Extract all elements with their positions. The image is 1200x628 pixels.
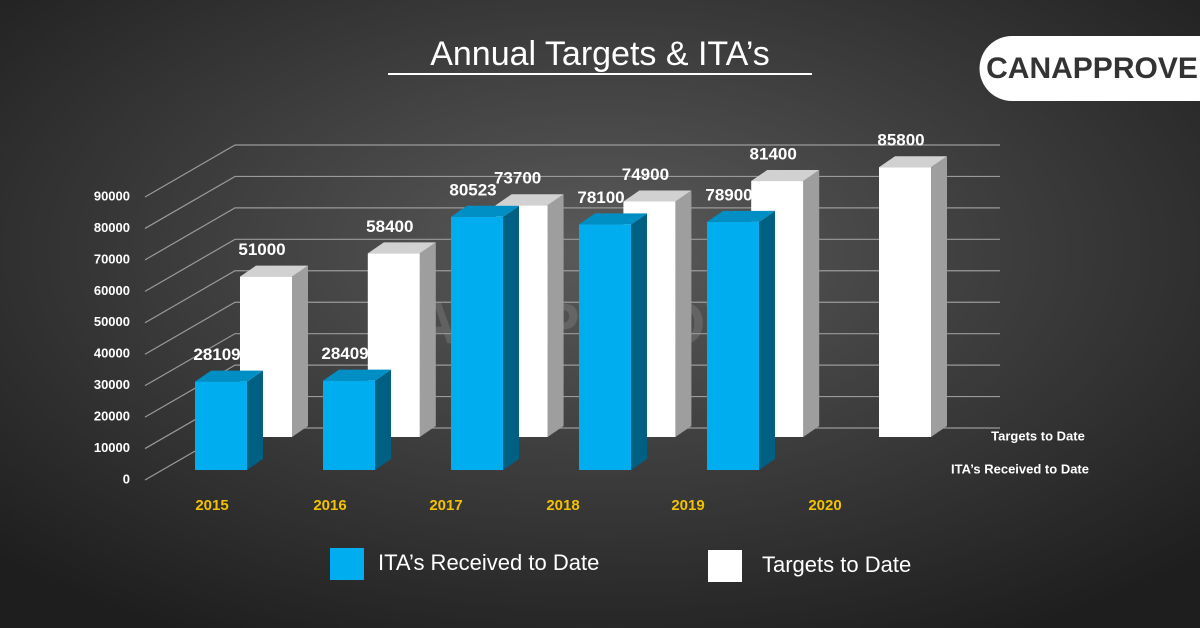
bar-top <box>879 156 947 168</box>
value-label: 78900 <box>705 185 752 204</box>
bar-side <box>375 369 391 470</box>
bar <box>879 167 931 437</box>
bar-side <box>547 194 564 437</box>
grid-line <box>144 144 1000 198</box>
value-label: 73700 <box>494 169 541 188</box>
value-label: 58400 <box>366 217 413 236</box>
y-tick-label: 90000 <box>94 188 130 203</box>
bar-top <box>240 265 308 277</box>
y-tick-label: 80000 <box>94 220 130 235</box>
value-label: 85800 <box>877 131 924 150</box>
value-label: 74900 <box>622 165 669 184</box>
bar-side <box>675 190 692 437</box>
bar <box>579 224 631 470</box>
bar-side <box>759 210 775 471</box>
legend-label: ITA’s Received to Date <box>378 550 599 575</box>
plot: 0 10000 20000 30000 40000 50000 60000 70000 8000… <box>94 131 1000 514</box>
logo: CANAPPROVE <box>986 52 1198 85</box>
bar-side <box>247 370 263 470</box>
x-tick-label: 2016 <box>313 497 346 514</box>
bar <box>707 221 759 470</box>
logo-badge <box>979 36 1200 101</box>
grid-line <box>144 175 1000 229</box>
y-tick-label: 20000 <box>94 409 130 424</box>
x-tick-label: 2019 <box>671 497 704 514</box>
value-label: 78100 <box>577 188 624 207</box>
bar-side <box>803 170 820 437</box>
x-tick-label: 2018 <box>546 497 579 514</box>
bar-top <box>323 369 391 381</box>
depth-label: ITA’s Received to Date <box>951 461 1089 476</box>
legend-swatch <box>330 548 364 580</box>
x-tick-label: 2020 <box>808 497 841 514</box>
chart-title: Annual Targets & ITA’s <box>430 35 770 73</box>
y-tick-label: 40000 <box>94 346 130 361</box>
depth-label: Targets to Date <box>991 428 1085 443</box>
grid-line <box>144 207 1000 261</box>
value-label: 81400 <box>750 145 797 164</box>
y-tick-label: 10000 <box>94 440 130 455</box>
y-tick-label: 0 <box>123 471 130 486</box>
bar-top <box>579 213 647 225</box>
bar-side <box>503 205 519 470</box>
value-label: 80523 <box>449 180 496 199</box>
bar <box>323 380 375 470</box>
y-tick-label: 30000 <box>94 377 130 392</box>
y-tick-label: 50000 <box>94 314 130 329</box>
bar-side <box>931 156 947 437</box>
y-tick-label: 70000 <box>94 251 130 266</box>
value-label: 28409 <box>321 344 368 363</box>
x-tick-label: 2017 <box>429 497 462 514</box>
value-label: 28109 <box>193 345 240 364</box>
legend-swatch <box>708 550 742 582</box>
bar-top <box>751 170 820 182</box>
value-label: 51000 <box>238 240 285 259</box>
y-tick-label: 60000 <box>94 283 130 298</box>
x-tick-label: 2015 <box>195 497 228 514</box>
bar-top <box>451 205 519 217</box>
bar-side <box>292 265 308 437</box>
legend-label: Targets to Date <box>762 552 911 577</box>
bar-side <box>419 242 436 437</box>
bar-side <box>631 213 647 470</box>
bar-top <box>367 242 436 254</box>
bar <box>195 381 247 470</box>
bar-top <box>195 370 263 382</box>
bar-top <box>495 194 564 206</box>
bar-top <box>623 190 692 202</box>
bar-top <box>707 210 775 222</box>
bar <box>451 216 503 470</box>
